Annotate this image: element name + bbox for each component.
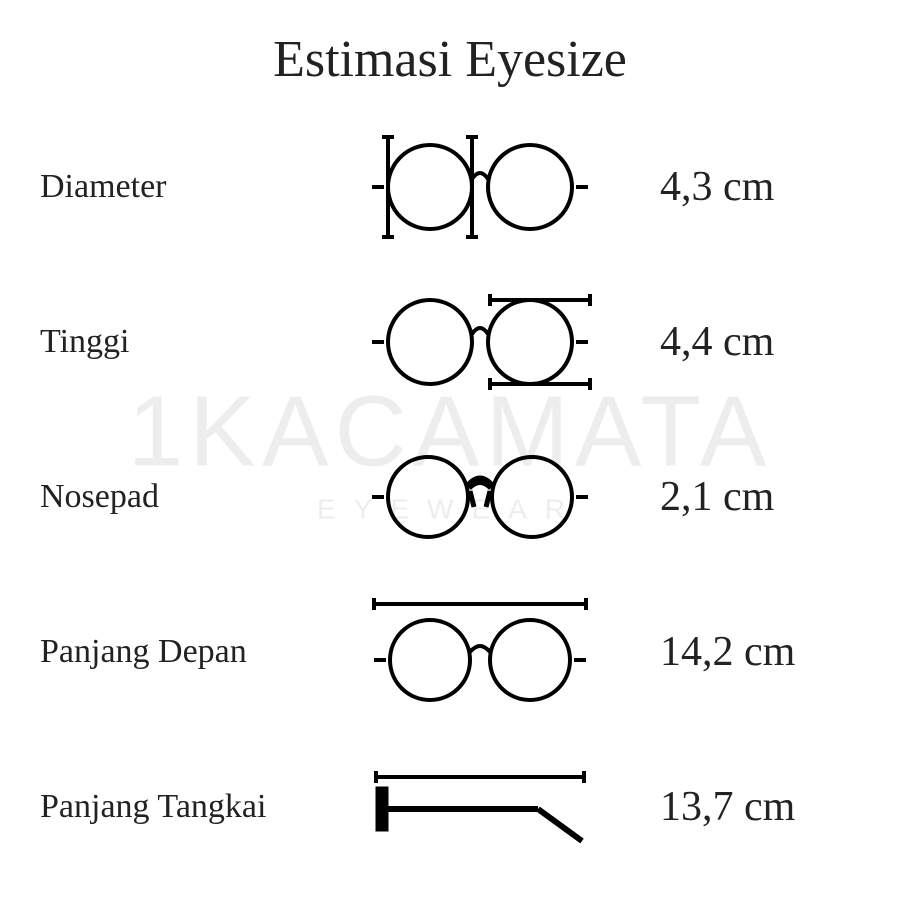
- diagram-temple-icon: [340, 737, 620, 877]
- label-panjang-depan: Panjang Depan: [40, 633, 300, 671]
- value-nosepad: 2,1 cm: [660, 473, 860, 521]
- page-title: Estimasi Eyesize: [0, 0, 900, 109]
- value-diameter: 4,3 cm: [660, 163, 860, 211]
- label-nosepad: Nosepad: [40, 478, 300, 516]
- diagram-frontlength-icon: [340, 582, 620, 722]
- row-panjang-tangkai: Panjang Tangkai 13,7 cm: [40, 729, 860, 884]
- row-tinggi: Tinggi 4,4 cm: [40, 264, 860, 419]
- row-nosepad: Nosepad 2,1 cm: [40, 419, 860, 574]
- label-tinggi: Tinggi: [40, 323, 300, 361]
- diagram-diameter-icon: [340, 117, 620, 257]
- row-diameter: Diameter 4,3 cm: [40, 109, 860, 264]
- measurement-rows: Diameter 4,3 cm: [0, 109, 900, 884]
- diagram-height-icon: [340, 272, 620, 412]
- label-panjang-tangkai: Panjang Tangkai: [40, 788, 300, 826]
- label-diameter: Diameter: [40, 168, 300, 206]
- value-tinggi: 4,4 cm: [660, 318, 860, 366]
- value-panjang-depan: 14,2 cm: [660, 628, 860, 676]
- diagram-nosepad-icon: [340, 427, 620, 567]
- value-panjang-tangkai: 13,7 cm: [660, 783, 860, 831]
- row-panjang-depan: Panjang Depan 14,2 cm: [40, 574, 860, 729]
